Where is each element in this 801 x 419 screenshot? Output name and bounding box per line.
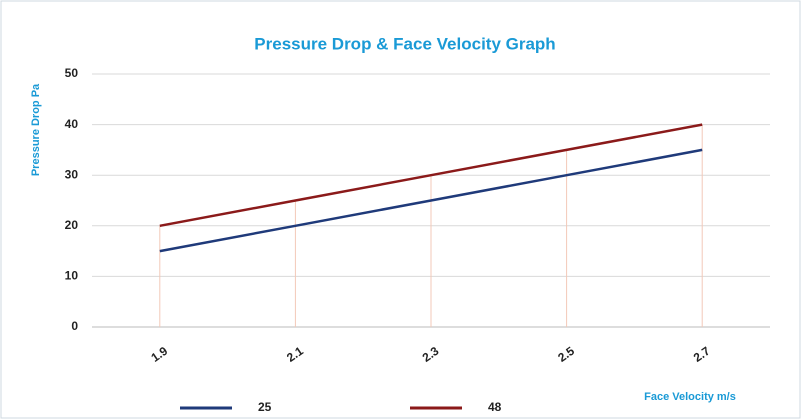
y-tick-label: 0 — [71, 319, 78, 333]
y-axis-title: Pressure Drop Pa — [30, 83, 42, 176]
x-tick-label: 2.7 — [691, 344, 713, 365]
legend-label: 25 — [258, 400, 272, 414]
legend-label: 48 — [488, 400, 502, 414]
x-axis-title: Face Velocity m/s — [644, 391, 736, 403]
x-tick-label: 2.1 — [284, 344, 306, 365]
x-tick-label: 2.3 — [420, 344, 442, 365]
y-tick-label: 50 — [65, 66, 79, 80]
y-tick-label: 30 — [65, 167, 79, 181]
y-tick-label: 10 — [65, 269, 79, 283]
chart-title: Pressure Drop & Face Velocity Graph — [254, 34, 555, 53]
x-tick-label: 1.9 — [148, 344, 170, 365]
series-line — [159, 148, 703, 253]
x-tick-label: 2.5 — [555, 344, 577, 365]
y-tick-label: 20 — [65, 218, 79, 232]
series-line — [159, 123, 703, 228]
y-tick-label: 40 — [65, 117, 79, 131]
